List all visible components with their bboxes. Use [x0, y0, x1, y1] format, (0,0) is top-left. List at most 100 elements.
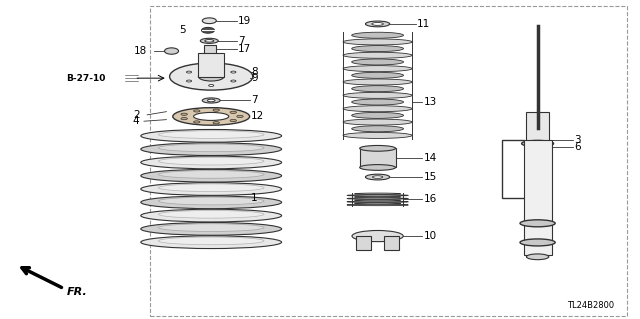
Text: 11: 11	[417, 19, 431, 29]
Ellipse shape	[158, 197, 264, 205]
Ellipse shape	[186, 80, 191, 82]
Bar	[360, 148, 396, 167]
Ellipse shape	[355, 193, 401, 195]
Text: 9: 9	[251, 73, 257, 83]
Ellipse shape	[207, 99, 215, 102]
Ellipse shape	[343, 92, 412, 98]
Ellipse shape	[213, 122, 220, 124]
Ellipse shape	[194, 121, 200, 123]
Text: 8: 8	[251, 67, 257, 77]
Ellipse shape	[355, 203, 401, 204]
Ellipse shape	[141, 169, 282, 182]
Text: 13: 13	[424, 97, 437, 107]
Ellipse shape	[194, 113, 229, 121]
Ellipse shape	[352, 126, 404, 132]
Ellipse shape	[343, 132, 412, 138]
Ellipse shape	[231, 80, 236, 82]
Ellipse shape	[181, 117, 188, 120]
Ellipse shape	[352, 59, 404, 65]
Ellipse shape	[205, 40, 214, 42]
Ellipse shape	[173, 108, 250, 125]
Ellipse shape	[343, 66, 412, 72]
Text: B-27-10: B-27-10	[66, 74, 106, 83]
Ellipse shape	[365, 174, 390, 180]
Ellipse shape	[347, 195, 408, 196]
Ellipse shape	[352, 99, 404, 105]
Text: 16: 16	[424, 194, 437, 204]
Text: 17: 17	[238, 44, 252, 55]
Ellipse shape	[343, 119, 412, 125]
Ellipse shape	[141, 183, 282, 195]
Ellipse shape	[365, 21, 390, 27]
Ellipse shape	[526, 254, 549, 260]
Text: 7: 7	[238, 36, 244, 46]
Bar	[204, 45, 216, 61]
Ellipse shape	[141, 196, 282, 209]
Ellipse shape	[202, 18, 216, 24]
Ellipse shape	[209, 67, 214, 69]
Ellipse shape	[158, 144, 264, 152]
Ellipse shape	[343, 106, 412, 112]
Ellipse shape	[520, 220, 556, 227]
Ellipse shape	[158, 157, 264, 165]
Ellipse shape	[198, 72, 224, 81]
Text: 19: 19	[238, 16, 252, 26]
Ellipse shape	[141, 143, 282, 156]
Ellipse shape	[141, 156, 282, 169]
Ellipse shape	[237, 115, 243, 118]
Ellipse shape	[141, 130, 282, 142]
Ellipse shape	[360, 165, 396, 170]
Ellipse shape	[158, 237, 264, 245]
Ellipse shape	[158, 184, 264, 191]
Text: 12: 12	[251, 111, 264, 122]
Ellipse shape	[141, 236, 282, 249]
Ellipse shape	[352, 86, 404, 92]
Bar	[198, 53, 224, 77]
Text: TL24B2800: TL24B2800	[567, 301, 614, 310]
Ellipse shape	[181, 113, 188, 115]
Text: 10: 10	[424, 231, 437, 241]
Text: 2: 2	[133, 110, 140, 120]
Text: 7: 7	[251, 95, 257, 106]
Ellipse shape	[352, 72, 404, 78]
Ellipse shape	[158, 171, 264, 178]
Ellipse shape	[520, 239, 556, 246]
Ellipse shape	[352, 32, 404, 38]
Text: 6: 6	[574, 142, 580, 152]
Text: 1: 1	[251, 193, 257, 203]
Bar	[356, 236, 371, 250]
Ellipse shape	[200, 38, 218, 43]
Text: 14: 14	[424, 153, 437, 163]
Ellipse shape	[158, 131, 264, 138]
Ellipse shape	[355, 199, 401, 201]
Ellipse shape	[194, 110, 200, 112]
Ellipse shape	[158, 211, 264, 218]
Text: 5: 5	[179, 25, 186, 35]
Ellipse shape	[347, 201, 408, 203]
Ellipse shape	[202, 98, 220, 103]
Text: FR.: FR.	[67, 287, 88, 297]
FancyBboxPatch shape	[150, 6, 627, 316]
Ellipse shape	[522, 140, 554, 147]
Ellipse shape	[352, 112, 404, 118]
Ellipse shape	[202, 27, 214, 33]
Ellipse shape	[352, 230, 403, 242]
Ellipse shape	[186, 71, 191, 73]
Ellipse shape	[230, 119, 236, 122]
Ellipse shape	[355, 196, 401, 198]
Ellipse shape	[170, 63, 253, 90]
Ellipse shape	[213, 109, 220, 111]
Ellipse shape	[164, 48, 179, 54]
Ellipse shape	[141, 209, 282, 222]
Ellipse shape	[141, 223, 282, 235]
Text: 4: 4	[133, 116, 140, 126]
Ellipse shape	[230, 111, 236, 114]
Ellipse shape	[209, 85, 214, 86]
Ellipse shape	[231, 71, 236, 73]
Bar	[524, 140, 552, 255]
Bar	[526, 112, 549, 144]
Ellipse shape	[343, 39, 412, 45]
Bar	[384, 236, 399, 250]
Ellipse shape	[343, 52, 412, 58]
Ellipse shape	[372, 176, 383, 178]
